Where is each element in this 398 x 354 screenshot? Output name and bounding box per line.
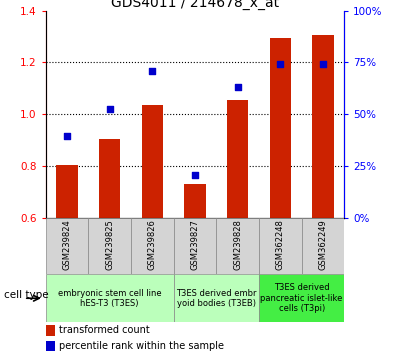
Bar bbox=[57, 165, 78, 218]
Bar bbox=[174, 274, 259, 322]
Text: embryonic stem cell line
hES-T3 (T3ES): embryonic stem cell line hES-T3 (T3ES) bbox=[58, 289, 162, 308]
Text: GSM362248: GSM362248 bbox=[276, 219, 285, 270]
Text: cell type: cell type bbox=[4, 290, 49, 300]
Point bbox=[320, 61, 326, 67]
Text: T3ES derived
pancreatic islet-like
cells (T3pi): T3ES derived pancreatic islet-like cells… bbox=[260, 283, 343, 313]
Text: GSM239826: GSM239826 bbox=[148, 219, 157, 270]
Bar bbox=[312, 35, 334, 218]
Bar bbox=[46, 325, 55, 336]
Text: T3ES derived embr
yoid bodies (T3EB): T3ES derived embr yoid bodies (T3EB) bbox=[176, 289, 257, 308]
Bar bbox=[131, 218, 174, 274]
Bar bbox=[88, 218, 131, 274]
Text: GSM239827: GSM239827 bbox=[191, 219, 199, 270]
Bar bbox=[142, 105, 163, 218]
Bar bbox=[46, 218, 88, 274]
Point bbox=[107, 106, 113, 112]
Bar bbox=[259, 218, 302, 274]
Text: GSM239824: GSM239824 bbox=[62, 219, 72, 270]
Bar bbox=[270, 38, 291, 218]
Bar bbox=[302, 218, 344, 274]
Bar bbox=[99, 139, 120, 218]
Text: transformed count: transformed count bbox=[59, 325, 150, 336]
Bar bbox=[259, 274, 344, 322]
Bar bbox=[46, 341, 55, 352]
Point bbox=[277, 61, 283, 67]
Point bbox=[192, 172, 198, 178]
Bar bbox=[46, 274, 174, 322]
Title: GDS4011 / 214678_x_at: GDS4011 / 214678_x_at bbox=[111, 0, 279, 10]
Bar bbox=[174, 218, 217, 274]
Bar bbox=[184, 184, 206, 218]
Text: percentile rank within the sample: percentile rank within the sample bbox=[59, 341, 224, 352]
Point bbox=[149, 69, 156, 74]
Text: GSM362249: GSM362249 bbox=[318, 219, 328, 270]
Bar bbox=[227, 100, 248, 218]
Point bbox=[64, 133, 70, 139]
Text: GSM239828: GSM239828 bbox=[233, 219, 242, 270]
Text: GSM239825: GSM239825 bbox=[105, 219, 114, 270]
Point bbox=[234, 84, 241, 90]
Bar bbox=[217, 218, 259, 274]
